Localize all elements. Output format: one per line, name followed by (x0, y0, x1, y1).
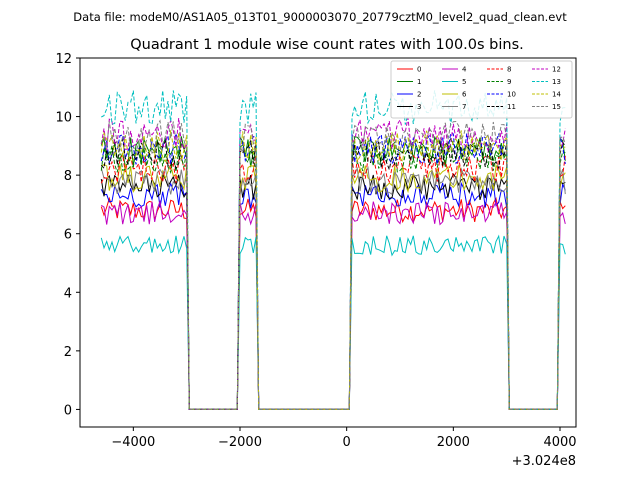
series-line-11 (100, 138, 566, 410)
legend-box (390, 60, 573, 119)
y-axis: 0 2 4 6 8 10 12 (55, 52, 80, 418)
y-tick-label: 12 (55, 52, 72, 67)
legend-label-4: 4 (462, 66, 467, 74)
chart-supertitle: Data file: modeM0/AS1A05_013T01_90000030… (73, 10, 567, 24)
y-tick-label: 8 (64, 169, 72, 184)
series-line-12 (100, 117, 566, 410)
series-line-2 (100, 181, 566, 410)
legend-label-12: 12 (552, 66, 561, 74)
chart-title: Quadrant 1 module wise count rates with … (130, 37, 524, 53)
series-line-1 (100, 135, 566, 410)
legend-label-2: 2 (417, 91, 421, 99)
legend-label-0: 0 (417, 66, 421, 74)
legend-label-3: 3 (417, 103, 421, 111)
y-tick-label: 10 (55, 111, 72, 126)
y-tick-label: 2 (64, 345, 72, 360)
legend-label-15: 15 (552, 103, 561, 111)
legend-label-7: 7 (462, 103, 466, 111)
series-line-3 (100, 173, 566, 410)
x-offset-label: +3.024e8 (512, 454, 576, 469)
legend-label-6: 6 (462, 91, 467, 99)
legend-label-5: 5 (462, 78, 466, 86)
x-axis: −4000 −2000 0 2000 4000 (111, 427, 577, 450)
series-line-5 (100, 234, 566, 410)
x-tick-label: −4000 (111, 435, 155, 450)
series-line-9 (100, 141, 566, 410)
series-line-10 (100, 132, 566, 410)
legend-label-1: 1 (417, 78, 421, 86)
x-tick-label: 4000 (543, 435, 576, 450)
x-tick-label: 2000 (437, 435, 470, 450)
y-tick-label: 4 (64, 286, 72, 301)
series-line-0 (100, 196, 566, 410)
series-line-15 (100, 119, 566, 410)
legend-label-9: 9 (507, 78, 511, 86)
series-line-8 (100, 153, 566, 410)
x-tick-label: −2000 (218, 435, 262, 450)
y-tick-label: 6 (64, 228, 72, 243)
legend-label-8: 8 (507, 66, 511, 74)
legend-label-14: 14 (552, 91, 561, 99)
plot-frame (79, 57, 577, 428)
y-tick-label: 0 (64, 403, 72, 418)
series-line-4 (101, 199, 566, 410)
x-tick-label: 0 (343, 435, 351, 450)
legend-label-13: 13 (552, 78, 561, 86)
plot-lines (100, 90, 566, 410)
legend-label-11: 11 (507, 103, 516, 111)
legend-label-10: 10 (507, 91, 516, 99)
